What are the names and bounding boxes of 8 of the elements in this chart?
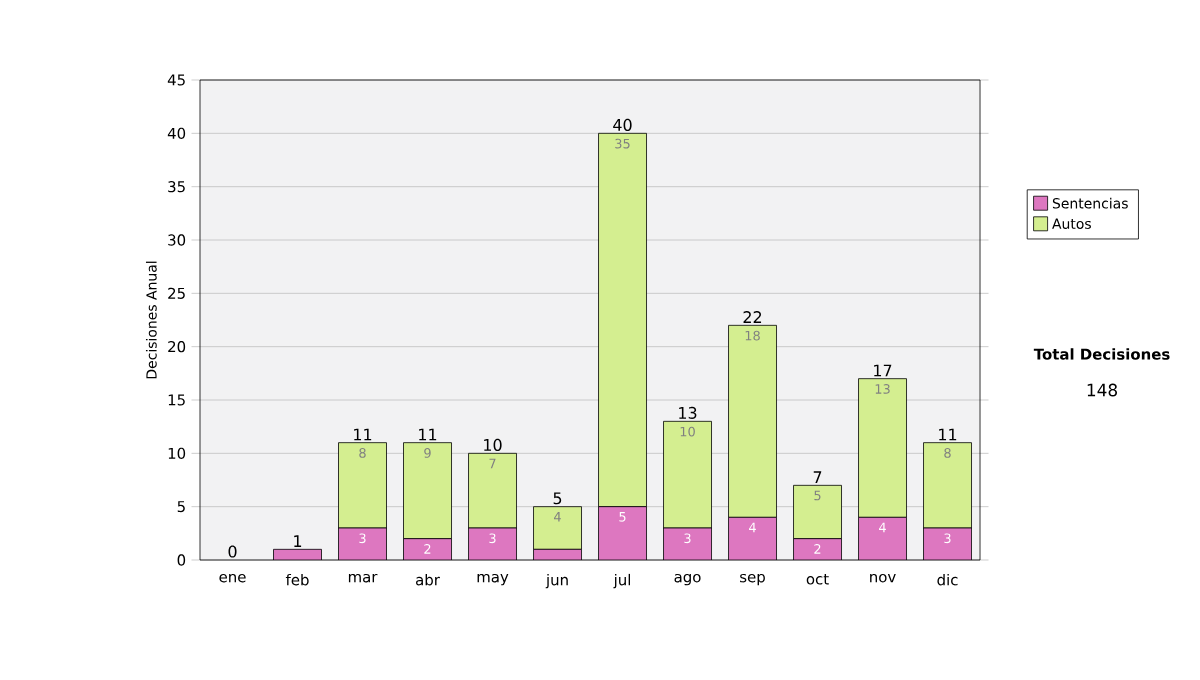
bar — [923, 527, 972, 560]
bar — [598, 506, 647, 560]
text: 148 — [1087, 383, 1118, 397]
bar — [728, 517, 777, 560]
bar — [663, 528, 712, 560]
bar — [858, 517, 907, 560]
bar — [468, 528, 517, 560]
bar — [338, 528, 387, 560]
